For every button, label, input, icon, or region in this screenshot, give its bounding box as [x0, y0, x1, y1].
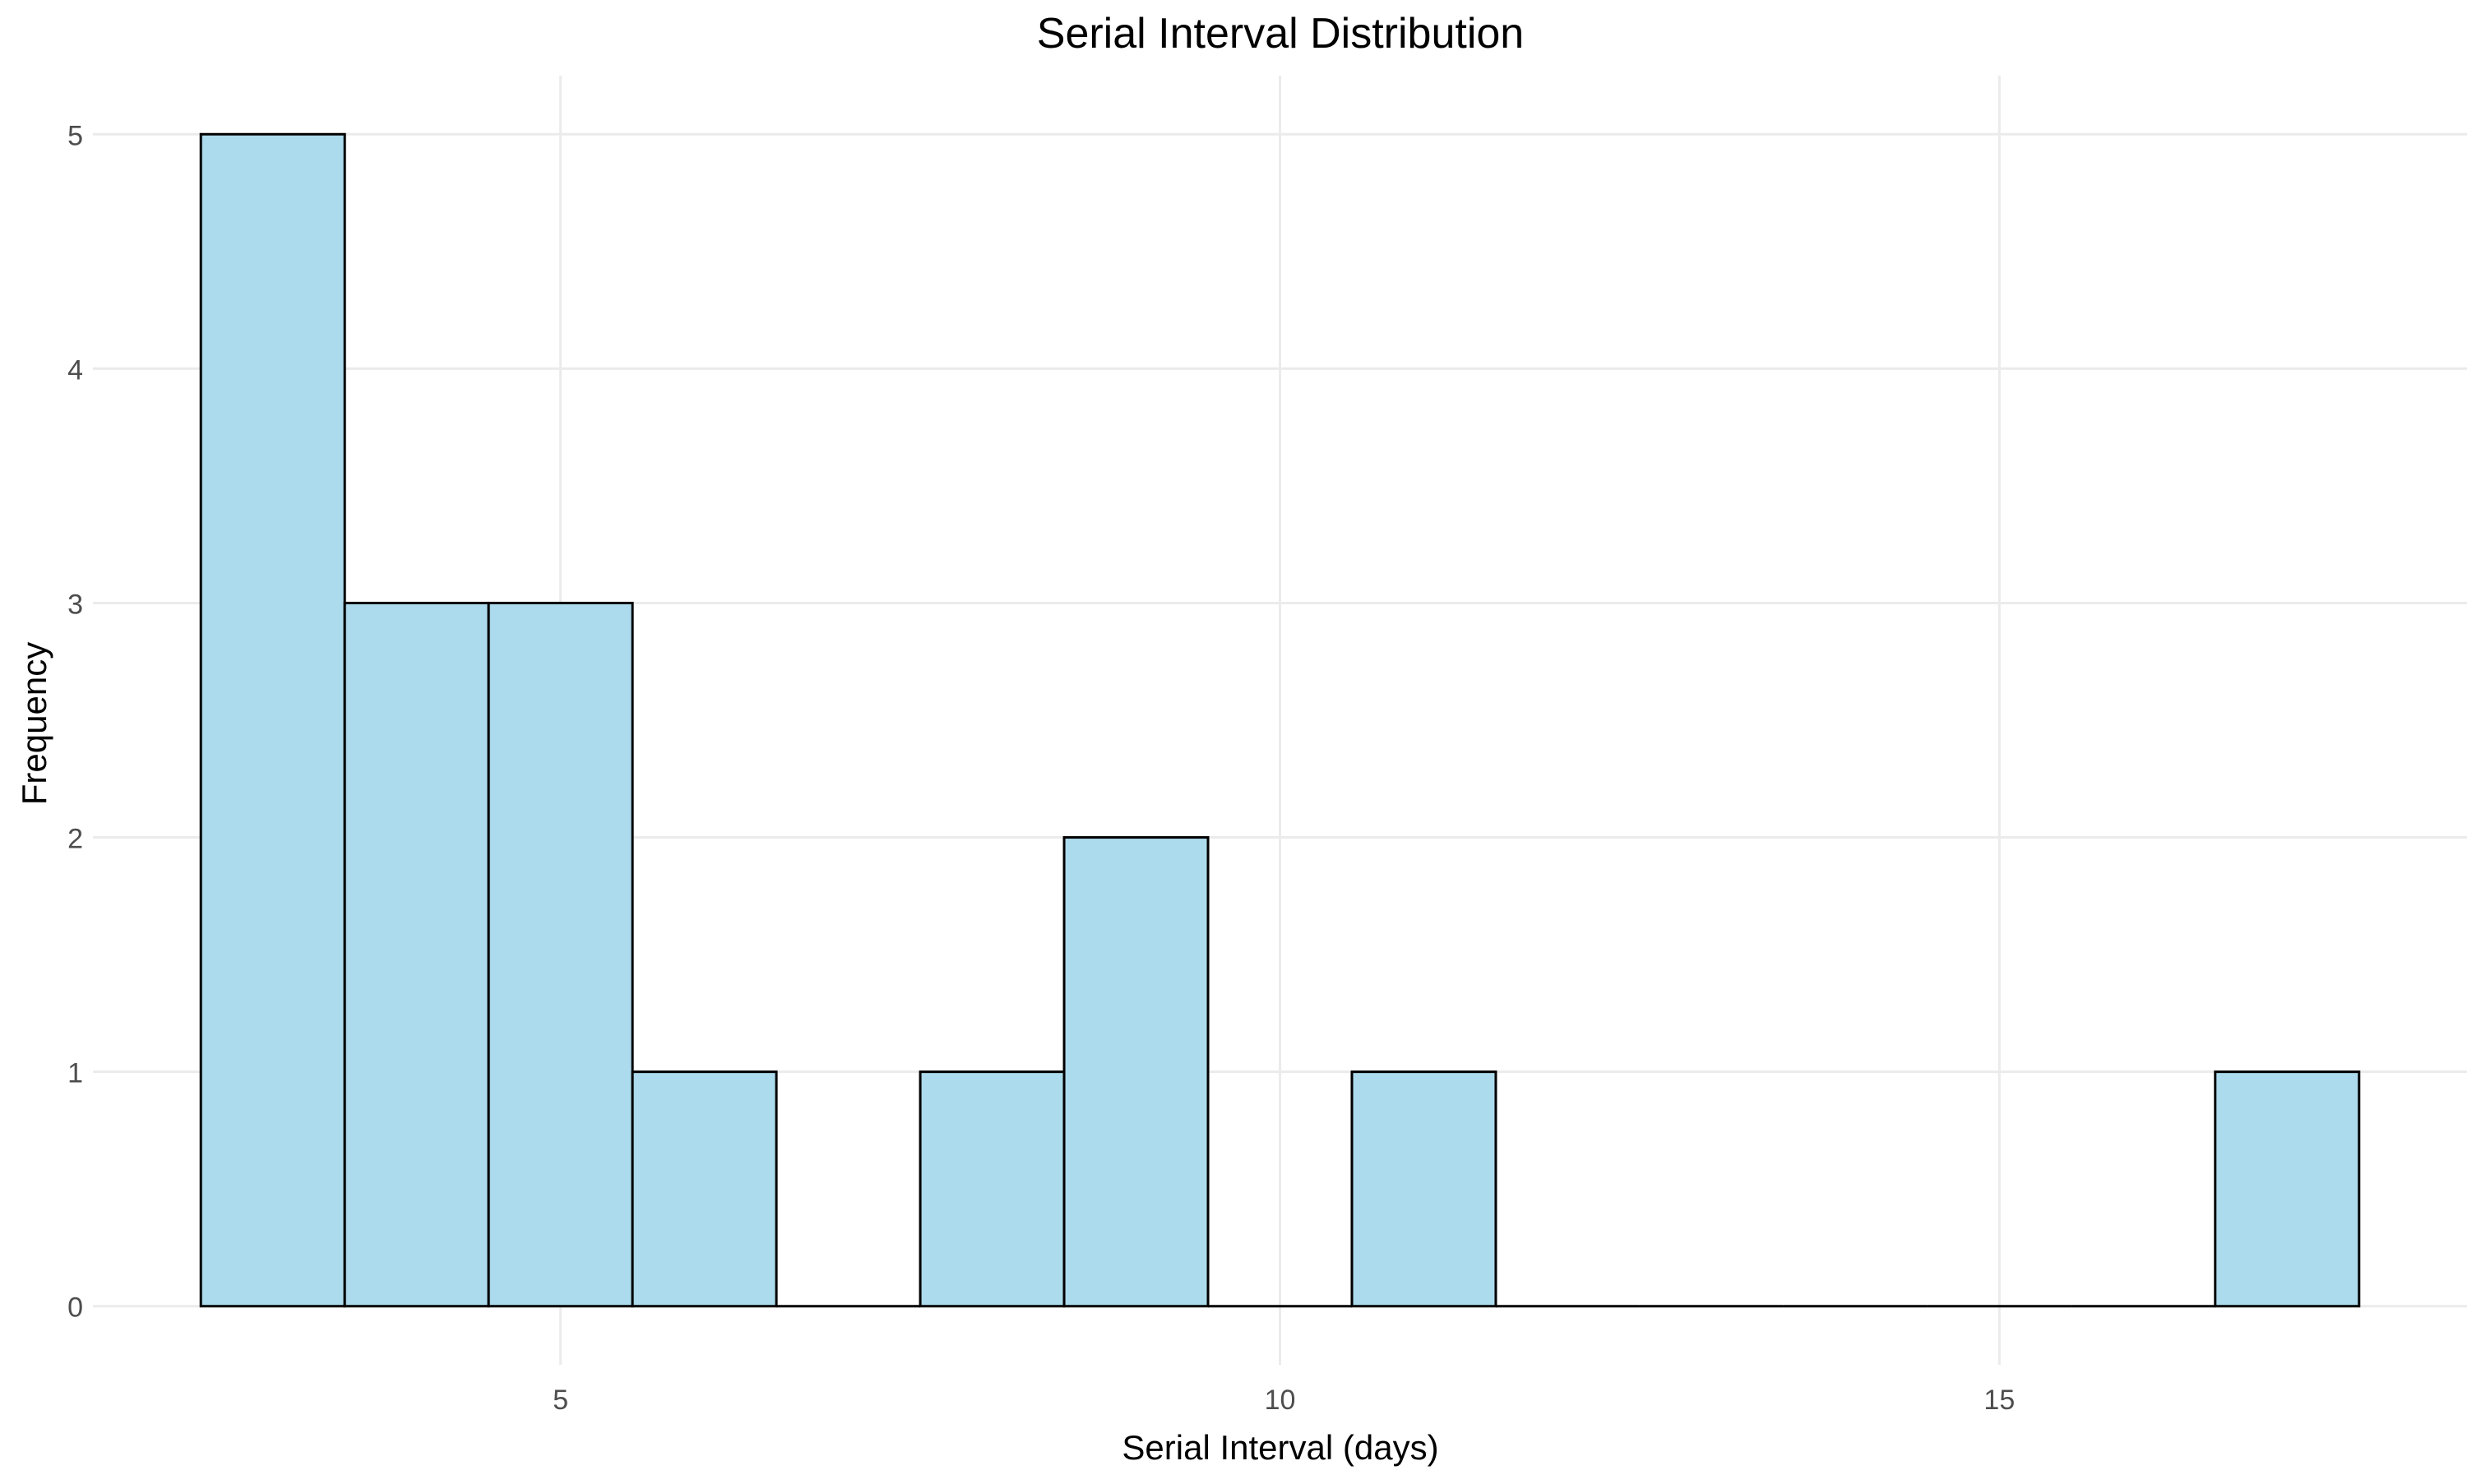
chart-title: Serial Interval Distribution — [1037, 10, 1524, 58]
x-tick-label: 10 — [1265, 1385, 1296, 1416]
x-axis-ticks: 5 10 15 — [553, 1385, 2015, 1416]
x-tick-label: 15 — [1983, 1385, 2015, 1416]
histogram-bar — [199, 132, 346, 1308]
y-axis-ticks: 0 1 2 3 4 5 — [67, 120, 83, 1323]
x-tick-label: 5 — [553, 1385, 568, 1416]
histogram-bar — [2214, 1070, 2361, 1308]
histogram-bar — [343, 601, 490, 1308]
y-tick-label: 0 — [67, 1292, 83, 1324]
histogram-bar — [631, 1070, 778, 1308]
y-tick-label: 2 — [67, 824, 83, 855]
histogram-bar — [919, 1070, 1066, 1308]
histogram-bar — [1062, 836, 1210, 1308]
histogram-bar — [487, 601, 634, 1308]
x-axis-label: Serial Interval (days) — [1122, 1428, 1438, 1467]
y-tick-label: 5 — [67, 120, 83, 151]
histogram-bar — [1350, 1070, 1497, 1308]
y-axis-label: Frequency — [15, 642, 53, 805]
histogram-bars — [199, 132, 2361, 1308]
y-tick-label: 4 — [67, 354, 83, 386]
y-tick-label: 3 — [67, 589, 83, 620]
y-tick-label: 1 — [67, 1058, 83, 1089]
